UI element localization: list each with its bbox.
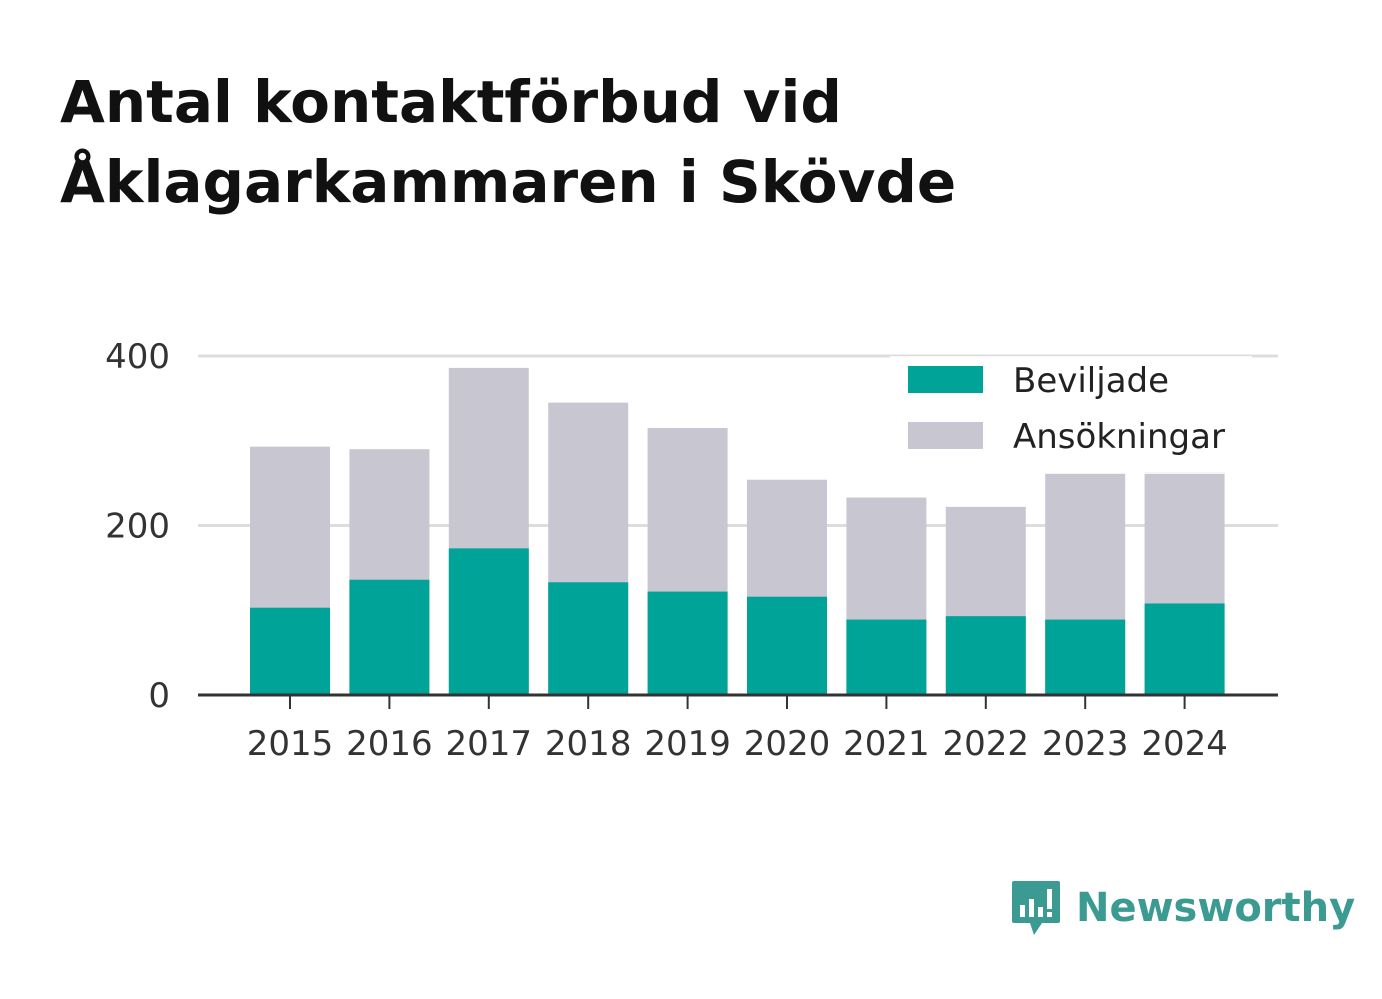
bar-beviljade-2021 (846, 619, 927, 695)
newsworthy-logo-icon (1012, 881, 1060, 935)
bar-beviljade-2016 (349, 579, 430, 695)
x-tick-label-2017: 2017 (446, 724, 533, 764)
bar-beviljade-2019 (647, 591, 728, 695)
chart-title: Antal kontaktförbud vid Åklagarkammaren … (60, 62, 1160, 222)
legend-label-1: Ansökningar (1013, 417, 1225, 457)
x-tick-label-2021: 2021 (843, 724, 930, 764)
y-tick-label: 0 (148, 676, 170, 716)
legend-label-0: Beviljade (1013, 361, 1169, 401)
x-tick-label-2018: 2018 (545, 724, 632, 764)
y-tick-label: 200 (105, 507, 170, 547)
brand-name: Newsworthy (1076, 885, 1356, 931)
legend-swatch-1 (908, 422, 983, 449)
bar-beviljade-2022 (945, 616, 1026, 695)
x-tick-label-2015: 2015 (247, 724, 334, 764)
bar-beviljade-2020 (747, 596, 827, 695)
brand-logo: Newsworthy (1010, 876, 1355, 940)
x-tick-label-2020: 2020 (744, 724, 831, 764)
x-tick-label-2019: 2019 (644, 724, 731, 764)
bar-beviljade-2015 (250, 607, 330, 695)
bar-layer (250, 367, 1225, 695)
y-tick-label: 400 (105, 337, 170, 377)
x-tick-label-2016: 2016 (346, 724, 433, 764)
x-tick-label-2023: 2023 (1042, 724, 1129, 764)
bar-beviljade-2018 (548, 582, 629, 695)
bar-beviljade-2023 (1045, 619, 1126, 695)
title-line-2: Åklagarkammaren i Skövde (60, 148, 957, 216)
bar-beviljade-2017 (448, 548, 529, 695)
legend-swatch-0 (908, 366, 983, 393)
bar-beviljade-2024 (1144, 603, 1225, 695)
title-line-1: Antal kontaktförbud vid (60, 68, 842, 136)
x-tick-label-2022: 2022 (943, 724, 1030, 764)
legend: Beviljade Ansökningar (890, 356, 1252, 474)
axis-layer: 0 200 400 2015 2016 2017 2018 2019 2020 2021 2022 2… (105, 337, 1278, 764)
x-tick-label-2024: 2024 (1141, 724, 1228, 764)
